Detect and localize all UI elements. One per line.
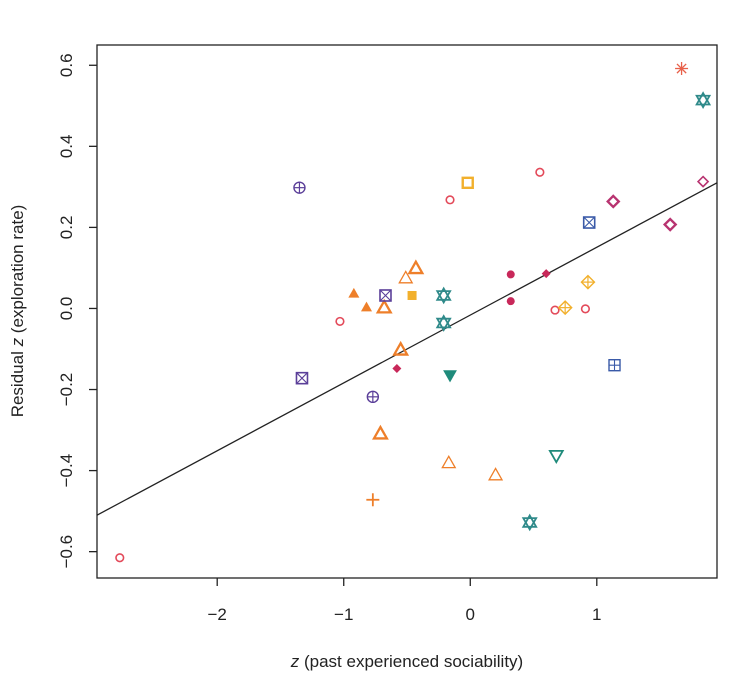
data-point bbox=[379, 289, 392, 302]
y-tick-label: −0.4 bbox=[57, 454, 76, 488]
data-point bbox=[606, 194, 621, 209]
y-tick-label: 0.4 bbox=[57, 135, 76, 159]
x-tick-label: 1 bbox=[592, 605, 601, 624]
data-point bbox=[115, 553, 125, 563]
data-point bbox=[675, 62, 689, 76]
x-tick-label: −2 bbox=[208, 605, 227, 624]
data-points-layer bbox=[115, 62, 712, 563]
data-point bbox=[550, 305, 560, 315]
y-tick-label: −0.2 bbox=[57, 373, 76, 407]
data-point bbox=[441, 454, 457, 469]
data-point bbox=[375, 298, 393, 314]
data-point bbox=[407, 290, 417, 300]
data-point bbox=[435, 286, 452, 305]
data-point bbox=[695, 91, 712, 109]
data-point bbox=[557, 300, 573, 316]
x-axis-title-var: z bbox=[290, 652, 300, 671]
y-axis-title: Residual z (exploration rate) bbox=[8, 205, 27, 418]
data-point bbox=[295, 371, 309, 385]
data-point bbox=[407, 259, 425, 275]
data-point bbox=[335, 316, 345, 327]
regression-line-layer bbox=[96, 182, 718, 516]
data-point bbox=[348, 287, 360, 298]
data-point bbox=[443, 370, 457, 383]
y-tick-label: 0.2 bbox=[57, 216, 76, 240]
regression-line bbox=[96, 182, 718, 516]
plot-frame bbox=[96, 44, 718, 579]
y-axis-title-var: z bbox=[8, 337, 27, 347]
data-point bbox=[548, 449, 565, 465]
y-tick-label: 0.6 bbox=[57, 53, 76, 77]
data-point bbox=[461, 176, 474, 190]
data-point bbox=[293, 181, 306, 194]
data-point bbox=[580, 304, 591, 314]
y-tick-label: 0.0 bbox=[57, 297, 76, 321]
y-axis-title-prefix: Residual bbox=[8, 346, 27, 417]
data-point bbox=[488, 467, 504, 481]
data-point bbox=[535, 167, 545, 177]
x-axis: −2 −1 0 1 bbox=[208, 578, 602, 624]
data-point bbox=[506, 297, 515, 306]
y-tick-label: −0.6 bbox=[57, 535, 76, 569]
data-point bbox=[366, 390, 380, 404]
y-axis: −0.6 −0.4 −0.2 0.0 0.2 0.4 0.6 bbox=[57, 53, 97, 568]
data-point bbox=[580, 274, 596, 290]
data-point bbox=[696, 175, 710, 188]
x-axis-title: z (past experienced sociability) bbox=[290, 652, 523, 671]
data-point bbox=[582, 216, 596, 229]
data-point bbox=[608, 359, 621, 372]
x-tick-label: −1 bbox=[334, 605, 353, 624]
data-point bbox=[435, 314, 452, 332]
data-point bbox=[662, 217, 678, 232]
data-point bbox=[392, 340, 410, 356]
y-axis-title-text: (exploration rate) bbox=[8, 205, 27, 338]
data-point bbox=[506, 270, 515, 279]
data-point bbox=[392, 363, 402, 373]
x-tick-label: 0 bbox=[466, 605, 475, 624]
data-point bbox=[372, 424, 389, 440]
data-point bbox=[360, 301, 373, 312]
data-point bbox=[366, 493, 380, 507]
data-point bbox=[445, 195, 455, 205]
data-point bbox=[398, 270, 414, 284]
data-point bbox=[521, 513, 538, 532]
data-point bbox=[541, 269, 551, 279]
x-axis-title-text: (past experienced sociability) bbox=[299, 652, 523, 671]
